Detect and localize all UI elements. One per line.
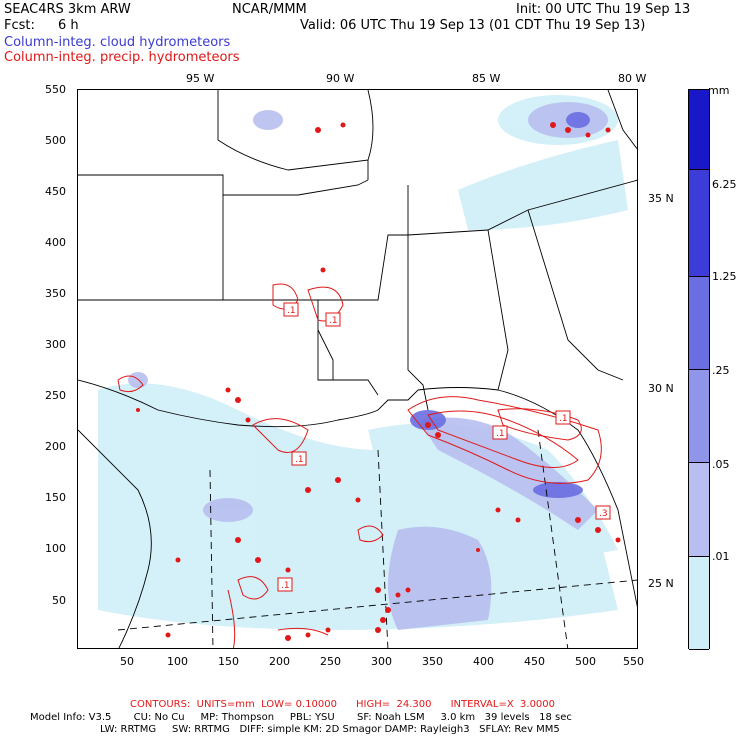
precip-cells	[136, 122, 621, 641]
colorbar	[688, 89, 710, 650]
y-tick: 550	[45, 83, 66, 96]
contour-label: .1	[295, 455, 304, 465]
contour-label: .3	[599, 509, 608, 519]
lon-label: 90 W	[326, 72, 355, 85]
x-tick: 200	[269, 655, 290, 668]
cloud-shading-medium	[128, 102, 608, 630]
y-tick: 350	[45, 287, 66, 300]
y-tick: 200	[45, 440, 66, 453]
lat-label: 25 N	[648, 577, 674, 590]
model-info: Model Info: V3.5 CU: No Cu MP: Thompson …	[30, 712, 572, 723]
y-tick: 150	[45, 491, 66, 504]
map-plot: .1 .1 .1 .1 .1 .1 .3	[77, 89, 638, 649]
precip-contours	[117, 283, 602, 648]
x-tick: 450	[524, 655, 545, 668]
init-time: Init: 00 UTC Thu 19 Sep 13	[516, 2, 691, 17]
colorbar-label: 6.25	[712, 178, 737, 191]
contour-label: .1	[281, 581, 290, 591]
lon-label: 80 W	[618, 72, 647, 85]
model-info-2: LW: RRTMG SW: RRTMG DIFF: simple KM: 2D …	[100, 724, 560, 735]
valid-time: Valid: 06 UTC Thu 19 Sep 13 (01 CDT Thu …	[300, 18, 646, 33]
map-canvas: .1 .1 .1 .1 .1 .1 .3	[78, 90, 637, 648]
colorbar-label: .25	[712, 364, 730, 377]
x-tick: 550	[623, 655, 644, 668]
x-tick: 300	[371, 655, 392, 668]
boundaries	[78, 90, 637, 648]
colorbar-label: .01	[712, 550, 730, 563]
colorbar-label: .05	[712, 458, 730, 471]
x-tick: 250	[320, 655, 341, 668]
model-title: SEAC4RS 3km ARW	[4, 2, 131, 17]
colorbar-band	[689, 90, 709, 170]
lat-label: 35 N	[648, 192, 674, 205]
x-tick: 150	[218, 655, 239, 668]
contour-label: .1	[287, 306, 296, 316]
lon-label: 85 W	[472, 72, 501, 85]
x-tick: 400	[473, 655, 494, 668]
fcst-label: Fcst:	[4, 18, 35, 33]
cloud-shading-dark	[410, 112, 590, 498]
x-tick: 350	[422, 655, 443, 668]
lat-label: 30 N	[648, 382, 674, 395]
x-tick: 500	[575, 655, 596, 668]
field2-label: Column-integ. precip. hydrometeors	[4, 50, 240, 65]
contour-label: .1	[559, 414, 568, 424]
lon-label: 95 W	[186, 72, 215, 85]
colorbar-label: 1.25	[712, 270, 737, 283]
x-tick: 50	[120, 655, 134, 668]
colorbar-band	[689, 557, 709, 650]
field1-label: Column-integ. cloud hydrometeors	[4, 35, 231, 50]
colorbar-band	[689, 277, 709, 370]
colorbar-band	[689, 170, 709, 277]
fcst-value: 6 h	[58, 18, 79, 33]
y-tick: 250	[45, 389, 66, 402]
y-tick: 450	[45, 185, 66, 198]
y-tick: 100	[45, 542, 66, 555]
contour-label: .1	[329, 316, 338, 326]
colorbar-band	[689, 370, 709, 463]
colorbar-band	[689, 463, 709, 557]
contours-info: CONTOURS: UNITS=mm LOW= 0.10000 HIGH= 24…	[130, 699, 556, 710]
x-tick: 100	[167, 655, 188, 668]
y-tick: 50	[52, 594, 66, 607]
contour-label: .1	[496, 429, 505, 439]
y-tick: 400	[45, 236, 66, 249]
contour-labels: .1 .1 .1 .1 .1 .1 .3	[277, 302, 611, 592]
org-label: NCAR/MMM	[232, 2, 307, 17]
colorbar-unit: mm	[708, 84, 730, 97]
y-tick: 500	[45, 134, 66, 147]
y-tick: 300	[45, 338, 66, 351]
